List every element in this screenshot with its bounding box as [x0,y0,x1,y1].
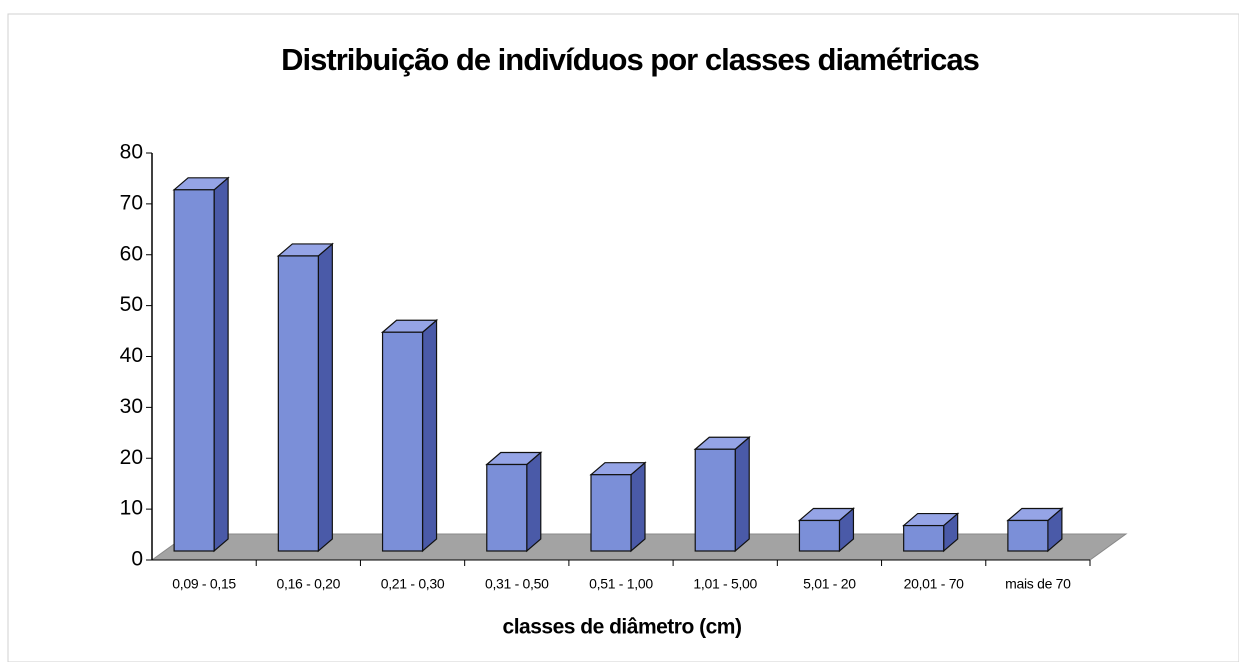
x-tick-label: 0,09 - 0,15 [172,576,236,592]
bar [797,507,856,553]
bar [276,242,334,553]
x-tick-label: 5,01 - 20 [803,576,856,592]
y-tick-label: 0 [131,548,143,571]
y-tick-label: 40 [120,344,143,367]
bar [902,512,960,553]
bar [589,461,647,553]
x-tick-label: 20,01 - 70 [904,576,965,592]
bar [172,176,230,553]
y-tick-label: 20 [120,446,143,469]
y-tick-label: 10 [120,497,143,520]
bar [1006,507,1064,553]
chart-title: Distribuição de indivíduos por classes d… [281,42,979,77]
x-tick-label: 0,16 - 0,20 [277,576,341,592]
bar [485,451,543,553]
x-tick-label: mais de 70 [1005,576,1071,592]
x-tick-label: 1,01 - 5,00 [693,576,757,592]
x-tick-label: 0,21 - 0,30 [381,576,445,592]
bar [693,435,751,553]
y-tick-label: 80 [120,141,143,164]
x-tick-label: 0,31 - 0,50 [485,576,549,592]
y-tick-label: 60 [120,242,143,265]
x-axis-title: classes de diâmetro (cm) [503,616,742,639]
x-tick-label: 0,51 - 1,00 [589,576,653,592]
y-tick-label: 50 [120,293,143,316]
y-tick-label: 70 [120,191,143,214]
y-tick-label: 30 [120,395,143,418]
bar [380,318,439,553]
